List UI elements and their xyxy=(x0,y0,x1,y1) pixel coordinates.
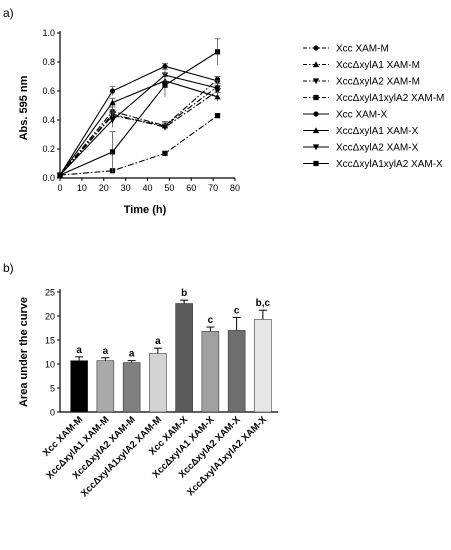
data-point xyxy=(214,85,221,92)
series-line xyxy=(56,76,221,178)
legend-marker xyxy=(312,127,320,134)
y-tick-label: 0.0 xyxy=(42,173,55,183)
legend-marker xyxy=(312,144,320,151)
x-tick-label: 70 xyxy=(208,183,218,193)
legend-item: XccΔxylA1xylA2 XAM-X xyxy=(303,159,443,170)
x-tick-label: 80 xyxy=(230,183,240,193)
legend-label: XccΔxylA2 XAM-M xyxy=(336,77,420,88)
y-tick-label: 0.2 xyxy=(42,144,55,154)
bar xyxy=(70,360,88,413)
significance-label: a xyxy=(129,349,135,360)
significance-label: c xyxy=(234,305,240,316)
bar-y-tick-label: 0 xyxy=(50,408,55,418)
data-point xyxy=(162,63,168,69)
significance-label: c xyxy=(208,315,214,326)
legend-item: XccΔxylA1 XAM-M xyxy=(303,60,420,71)
legend-marker xyxy=(312,61,320,68)
legend-item: Xcc XAM-X xyxy=(303,110,387,121)
bar-y-axis-label: Area under the curve xyxy=(18,297,30,407)
x-tick-label: 50 xyxy=(164,183,174,193)
data-point xyxy=(162,82,168,88)
significance-label: b,c xyxy=(256,298,271,309)
legend-label: Xcc XAM-M xyxy=(336,44,389,55)
legend-item: XccΔxylA1 XAM-X xyxy=(303,126,419,137)
bar xyxy=(175,303,193,413)
panel-a-label: a) xyxy=(3,6,14,20)
legend-marker xyxy=(313,111,319,117)
legend-marker xyxy=(313,45,319,51)
series-path xyxy=(59,90,218,176)
legend-marker xyxy=(312,78,320,85)
series-line xyxy=(57,38,221,178)
data-point xyxy=(57,172,63,178)
legend-label: Xcc XAM-X xyxy=(336,110,387,121)
legend-label: XccΔxylA1 XAM-M xyxy=(336,60,420,71)
data-point xyxy=(161,124,169,131)
data-point xyxy=(109,149,116,155)
data-point xyxy=(162,150,168,156)
legend: Xcc XAM-M XccΔxylA1 XAM-M XccΔxylA2 XAM-M X… xyxy=(303,44,444,170)
series-path xyxy=(59,65,218,176)
series-path xyxy=(59,80,218,176)
x-tick-label: 0 xyxy=(57,183,62,193)
bar xyxy=(201,331,220,413)
x-tick-label: 20 xyxy=(99,183,109,193)
x-axis-label: Time (h) xyxy=(124,204,167,216)
line-chart: 0 10 20 30 40 50 60 70 80 0.0 0.2 0.4 0.6 0.8 1.0 Time… xyxy=(18,28,240,216)
legend-item: XccΔxylA1xylA2 XAM-M xyxy=(303,93,444,104)
x-tick-label: 60 xyxy=(186,183,196,193)
series-line xyxy=(56,87,221,179)
bar xyxy=(254,319,272,413)
bar-y-tick-label: 10 xyxy=(45,360,55,370)
legend-item: XccΔxylA2 XAM-X xyxy=(303,143,419,154)
legend-label: XccΔxylA1xylA2 XAM-X xyxy=(336,159,443,170)
bar-y-tick-label: 25 xyxy=(45,288,55,298)
legend-label: XccΔxylA2 XAM-X xyxy=(336,143,419,154)
data-point xyxy=(109,88,116,94)
data-point xyxy=(109,99,116,106)
data-point xyxy=(214,113,221,119)
legend-marker xyxy=(313,94,319,101)
significance-label: a xyxy=(155,336,161,347)
series-path xyxy=(59,51,218,176)
series-path xyxy=(59,78,218,176)
series-path xyxy=(59,115,218,176)
significance-label: a xyxy=(103,346,109,357)
legend-marker xyxy=(313,160,319,167)
legend-item: Xcc XAM-M xyxy=(303,44,389,55)
series-line xyxy=(56,68,221,179)
significance-label: b xyxy=(181,288,187,299)
data-point xyxy=(214,93,221,100)
x-tick-label: 30 xyxy=(121,183,131,193)
y-tick-label: 0.6 xyxy=(42,86,55,96)
bar-y-tick-label: 5 xyxy=(50,384,55,394)
y-tick-label: 0.4 xyxy=(42,115,55,125)
bar xyxy=(227,330,246,413)
legend-item: XccΔxylA2 XAM-M xyxy=(303,77,420,88)
panel-b-label: b) xyxy=(3,261,14,275)
y-axis-label: Abs. 595 nm xyxy=(18,75,30,140)
significance-label: a xyxy=(76,345,82,356)
series-path xyxy=(59,74,218,176)
legend-label: XccΔxylA1 XAM-X xyxy=(336,126,419,137)
legend-label: XccΔxylA1xylA2 XAM-M xyxy=(336,93,444,104)
x-tick-label: 40 xyxy=(142,183,152,193)
y-tick-label: 0.8 xyxy=(42,57,55,67)
bar xyxy=(96,360,115,413)
bar-y-tick-label: 15 xyxy=(45,336,55,346)
y-tick-label: 1.0 xyxy=(42,28,55,38)
data-point xyxy=(214,49,221,55)
bar-y-tick-label: 20 xyxy=(45,312,55,322)
bar xyxy=(149,353,167,413)
data-point xyxy=(109,117,116,124)
bar xyxy=(122,362,141,413)
x-tick-label: 10 xyxy=(77,183,87,193)
